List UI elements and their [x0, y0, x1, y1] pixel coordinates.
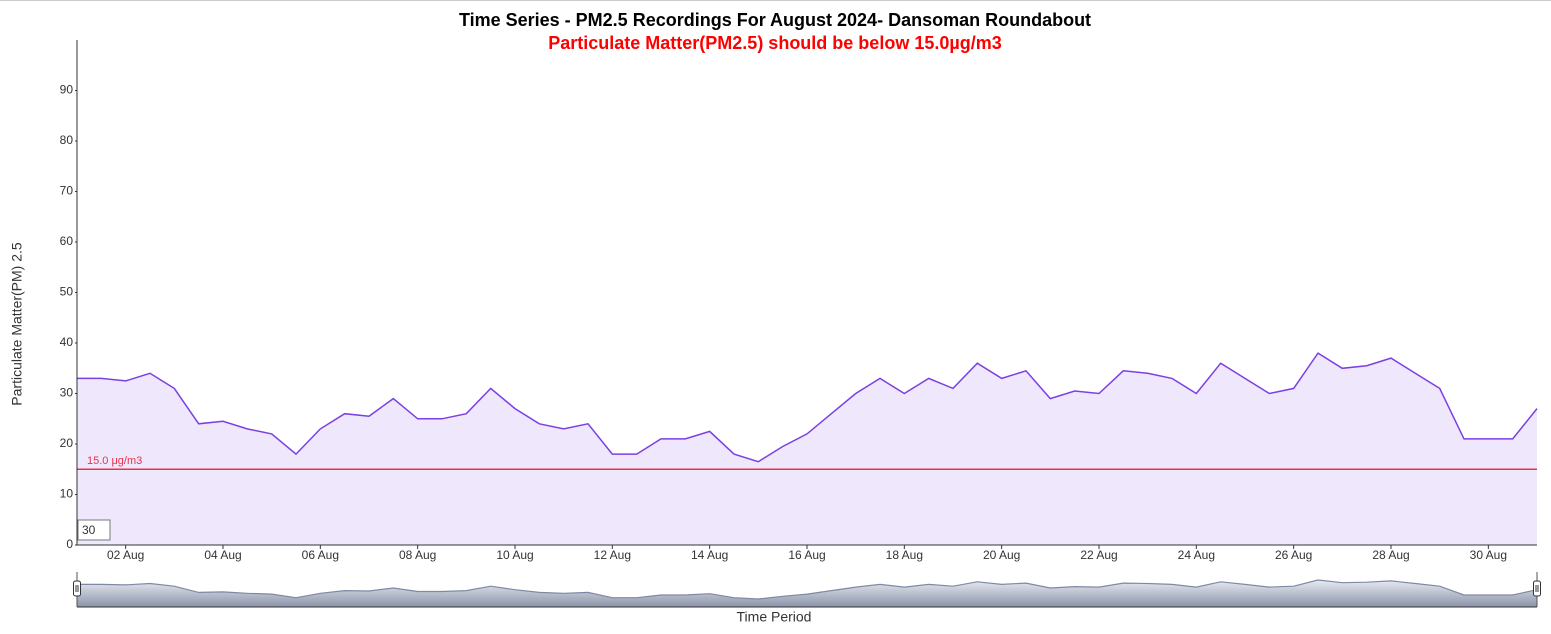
range-input-value: 30 [82, 523, 96, 537]
x-tick-label: 16 Aug [788, 548, 825, 562]
threshold-label: 15.0 μg/m3 [87, 455, 142, 467]
y-tick-label: 0 [66, 537, 73, 551]
x-tick-label: 10 Aug [496, 548, 533, 562]
y-tick-label: 40 [60, 335, 74, 349]
y-tick-label: 20 [60, 436, 74, 450]
x-tick-label: 18 Aug [886, 548, 923, 562]
chart-subtitle: Particulate Matter(PM2.5) should be belo… [548, 33, 1001, 53]
chart-title: Time Series - PM2.5 Recordings For Augus… [459, 10, 1091, 30]
navigator-handle[interactable] [1533, 580, 1541, 597]
y-tick-label: 30 [60, 386, 74, 400]
x-tick-label: 02 Aug [107, 548, 144, 562]
y-tick-label: 10 [60, 487, 74, 501]
area [77, 353, 1537, 545]
y-tick-label: 60 [60, 234, 74, 248]
y-axis-label: Particulate Matter(PM) 2.5 [9, 242, 25, 406]
line [77, 352, 1538, 463]
y-tick-label: 70 [60, 184, 74, 198]
x-tick-label: 08 Aug [399, 548, 436, 562]
x-axis-label: Time Period [737, 609, 812, 625]
y-tick-label: 80 [60, 133, 74, 147]
x-tick-label: 04 Aug [204, 548, 241, 562]
x-tick-label: 14 Aug [691, 548, 728, 562]
range-input[interactable] [77, 519, 111, 541]
y-tick-label: 90 [60, 83, 74, 97]
navigator-handle[interactable] [73, 580, 81, 597]
navigator-area [77, 580, 1537, 607]
navigator-line [77, 579, 1538, 600]
x-tick-label: 22 Aug [1080, 548, 1117, 562]
x-tick-label: 20 Aug [983, 548, 1020, 562]
y-tick-label: 50 [60, 285, 74, 299]
x-tick-label: 12 Aug [594, 548, 631, 562]
x-tick-label: 06 Aug [302, 548, 339, 562]
x-tick-label: 28 Aug [1372, 548, 1409, 562]
x-tick-label: 24 Aug [1178, 548, 1215, 562]
x-tick-label: 26 Aug [1275, 548, 1312, 562]
x-tick-label: 30 Aug [1470, 548, 1507, 562]
